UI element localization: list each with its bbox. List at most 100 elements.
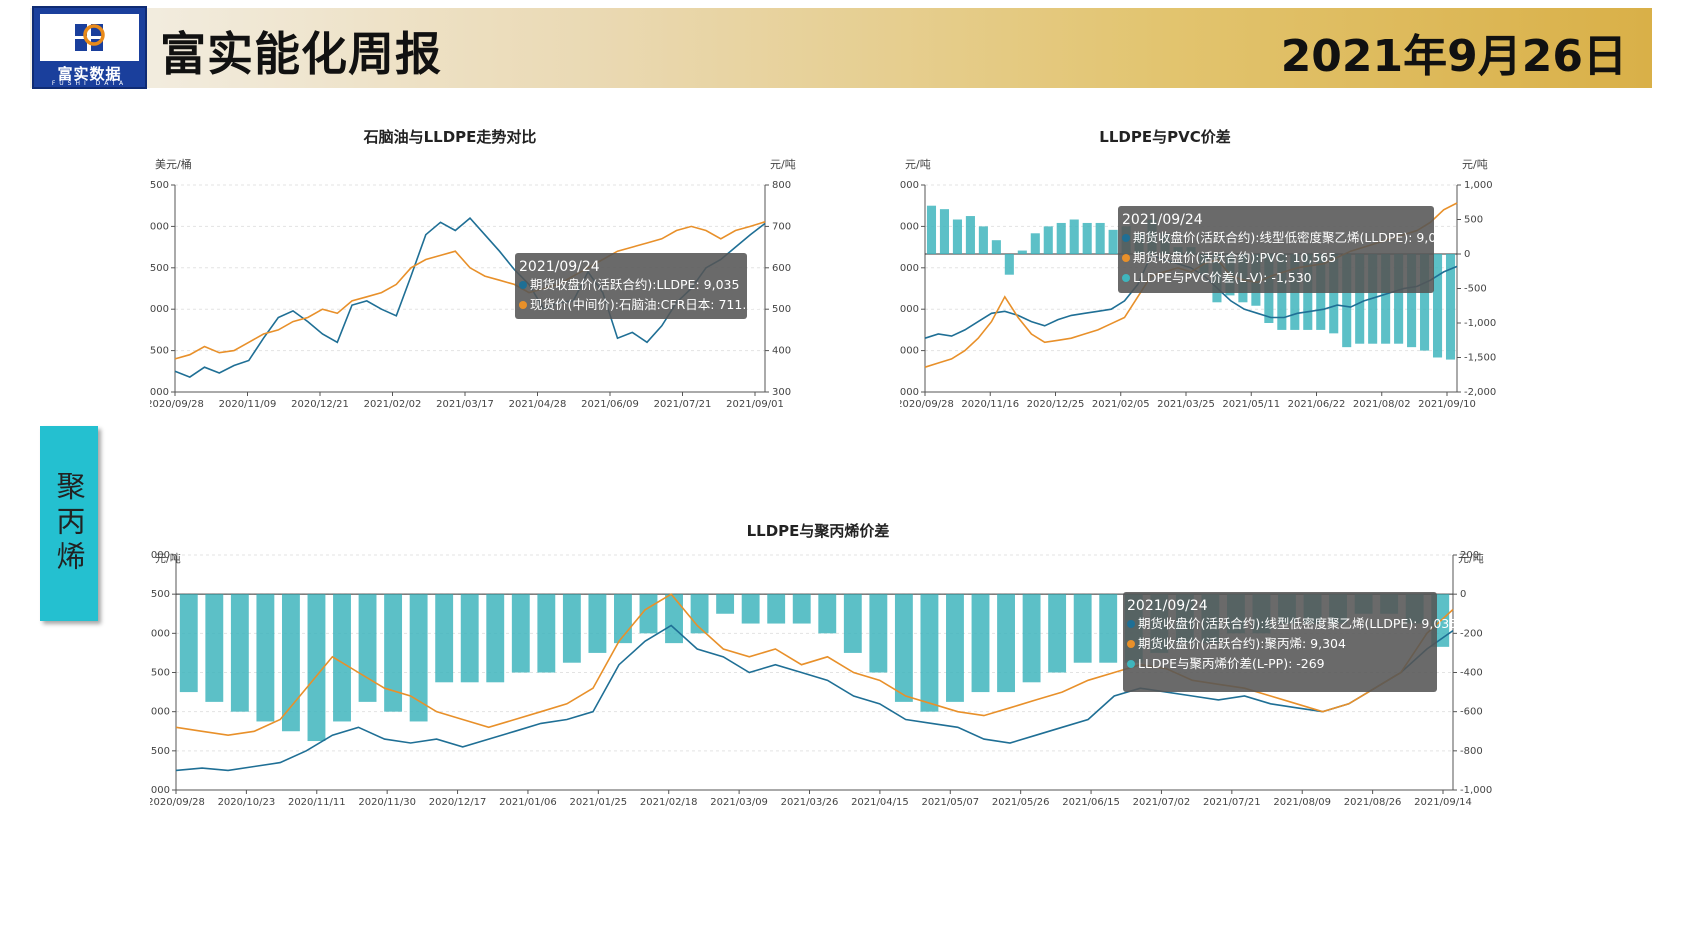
spread-bar [1355,254,1365,344]
spread-bar [818,594,837,634]
spread-bar [997,594,1015,693]
right-tick-label: 500 [1464,215,1483,226]
left-tick-label: 7,500 [150,346,169,357]
tooltip-marker [1127,640,1135,648]
right-tick-label: -2,000 [1464,387,1496,398]
spread-bar [205,594,224,702]
tooltip-marker [519,301,527,309]
x-tick-label: 2021/07/21 [654,399,712,410]
tooltip-marker [1122,274,1130,282]
spread-bar [1394,254,1404,344]
spread-bar [562,594,581,663]
spread-bar [409,594,428,722]
x-tick-label: 2021/09/10 [1418,399,1476,410]
x-tick-label: 2021/06/15 [1062,797,1120,808]
right-tick-label: 1,000 [1464,180,1493,191]
x-tick-label: 2021/06/09 [581,399,639,410]
right-tick-label: 800 [772,180,791,191]
spread-bar [869,594,888,673]
spread-bar [1017,250,1027,254]
x-tick-label: 2020/11/16 [961,399,1019,410]
x-tick-label: 2021/03/17 [436,399,494,410]
x-tick-label: 2021/03/25 [1157,399,1215,410]
tooltip-row: LLDPE与PVC价差(L-V): -1,530 [1133,270,1312,285]
left-tick-label: 9,500 [150,589,170,600]
spread-bar [333,594,351,722]
left-tick-label: 8,000 [150,707,170,718]
report-date: 2021年9月26日 [1280,31,1627,82]
spread-bar [1095,222,1105,254]
right-tick-label: -800 [1460,746,1483,757]
x-tick-label: 2020/09/28 [900,399,954,410]
spread-bar [926,205,937,254]
left-tick-label: 11,000 [900,180,919,191]
spread-bar [1048,594,1067,673]
right-tick-label: -500 [1464,284,1487,295]
logo-icon [75,24,105,51]
spread-bar [358,594,377,702]
side-tab-polypropylene[interactable]: 聚丙烯 [40,426,98,621]
spread-bar [978,226,988,254]
x-tick-label: 2020/12/17 [429,797,487,808]
tooltip-row: LLDPE与聚丙烯价差(L-PP): -269 [1138,656,1325,671]
left-tick-label: 9,000 [150,628,170,639]
spread-bar [384,594,403,712]
left-tick-label: 6,000 [900,387,919,398]
spread-bar [665,594,683,644]
x-tick-label: 2021/08/26 [1344,797,1402,808]
spread-bar [952,219,962,254]
right-tick-label: -1,500 [1464,353,1496,364]
chart-lldpe-pp-spread: LLDPE与聚丙烯价差元/吨元/吨10,0009,5009,0008,5008,… [150,522,1492,808]
spread-bar [1022,594,1041,683]
tooltip-date: 2021/09/24 [1127,598,1208,614]
tooltip-marker [1122,254,1130,262]
chart-title: LLDPE与PVC价差 [1099,128,1230,146]
spread-bar [179,594,198,693]
x-tick-label: 2020/09/28 [150,797,205,808]
spread-bar [639,594,658,634]
spread-bar [1108,229,1118,254]
x-tick-label: 2021/04/28 [509,399,567,410]
x-tick-label: 2020/11/30 [358,797,416,808]
left-tick-label: 8,000 [150,304,169,315]
right-tick-label: 700 [772,221,791,232]
x-tick-label: 2021/02/18 [640,797,698,808]
x-tick-label: 2021/05/07 [921,797,979,808]
left-tick-label: 7,000 [150,387,169,398]
spread-bar [946,594,964,702]
logo-subtext: FUSHI DATA [51,80,128,87]
tooltip-row: 期货收盘价(活跃合约):线型低密度聚乙烯(LLDPE): 9,035 [1133,230,1452,245]
right-axis-unit: 元/吨 [1462,158,1488,171]
tooltip-row: 期货收盘价(活跃合约):聚丙烯: 9,304 [1138,636,1346,651]
left-axis-unit: 美元/桶 [155,157,192,171]
tooltip-row: 期货收盘价(活跃合约):LLDPE: 9,035 [530,277,739,292]
spread-bar [1381,254,1391,344]
header-banner [30,8,1652,88]
spread-bar [843,594,862,653]
right-tick-label: -1,000 [1460,785,1492,796]
tooltip-marker [519,281,527,289]
right-tick-label: -600 [1460,707,1483,718]
spread-bar [1030,233,1040,254]
spread-bar [486,594,505,683]
tooltip-row: 现货价(中间价):石脑油:CFR日本: 711.13 [530,297,762,312]
x-tick-label: 2021/08/09 [1273,797,1331,808]
spread-bar [716,594,735,614]
spread-bar [281,594,300,732]
left-tick-label: 9,000 [150,221,169,232]
tooltip-box [1123,592,1437,692]
x-tick-label: 2020/11/09 [219,399,277,410]
left-tick-label: 7,500 [150,746,170,757]
right-tick-label: -200 [1460,628,1483,639]
x-tick-label: 2020/10/23 [218,797,276,808]
x-tick-label: 2021/07/21 [1203,797,1261,808]
right-axis-unit: 元/吨 [770,158,796,171]
spread-bar [460,594,479,683]
x-tick-label: 2020/12/21 [291,399,349,410]
spread-bar [256,594,275,722]
x-tick-label: 2021/04/15 [851,797,909,808]
left-tick-label: 9,500 [150,180,169,191]
tooltip-row: 期货收盘价(活跃合约):线型低密度聚乙烯(LLDPE): 9,035 [1138,616,1457,631]
spread-bar [920,594,939,712]
